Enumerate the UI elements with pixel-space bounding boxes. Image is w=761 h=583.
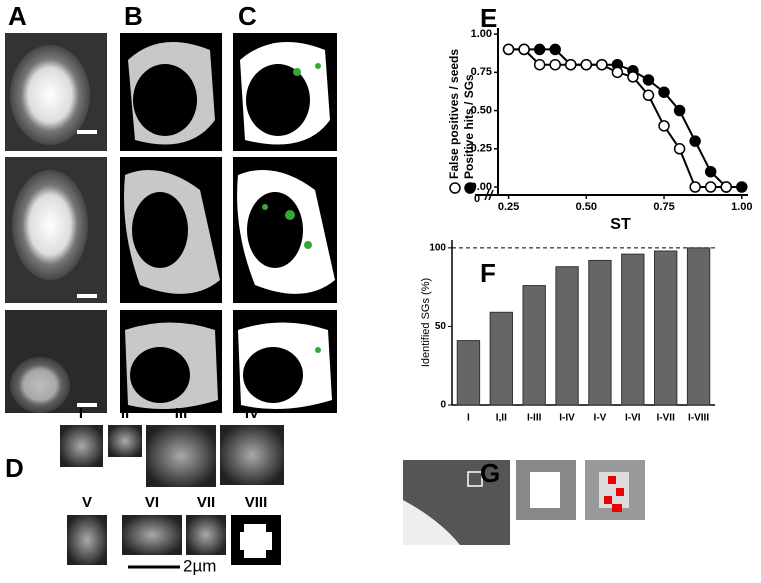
- data-point: [533, 58, 546, 71]
- scale-bar-label: 2µm: [183, 556, 216, 575]
- legend-marker: [449, 182, 461, 194]
- series-line: [508, 48, 742, 188]
- data-point: [673, 104, 686, 117]
- data-point: [642, 74, 655, 86]
- panel-label: G: [480, 458, 500, 488]
- x-tick-label: I,II: [496, 413, 507, 424]
- data-point: [658, 86, 670, 98]
- data-point: [596, 58, 608, 71]
- data-point: [689, 135, 701, 147]
- granule-label: IV: [245, 405, 259, 422]
- data-point: [642, 89, 655, 102]
- granule-label: VII: [197, 494, 215, 511]
- data-point: [673, 143, 686, 155]
- bar: [522, 285, 546, 406]
- legend-marker: [464, 182, 476, 194]
- panel-d-images: [60, 425, 284, 569]
- legend-label: Positive hits / SGs: [462, 74, 476, 179]
- data-point: [580, 58, 593, 71]
- panel-c-images: [233, 33, 337, 413]
- panel-label: B: [124, 1, 143, 31]
- granule-label: VIII: [245, 494, 268, 511]
- x-tick-label: 0.75: [653, 201, 674, 213]
- data-point: [533, 43, 546, 56]
- y-axis-label: Identified SGs (%): [420, 278, 432, 367]
- panel-g-images: [403, 460, 645, 545]
- bar: [654, 250, 678, 406]
- x-tick-label: I-VIII: [688, 413, 709, 424]
- axis-break: [488, 189, 494, 201]
- data-point: [549, 43, 561, 56]
- y-tick-label: 0.00: [471, 181, 492, 193]
- x-tick-label: I-VI: [625, 413, 641, 424]
- panel-label: A: [8, 1, 27, 31]
- axis-break: [484, 189, 490, 201]
- panel-label: D: [5, 453, 24, 483]
- data-point: [704, 165, 717, 178]
- data-point: [564, 58, 577, 71]
- data-point: [736, 181, 748, 193]
- data-point: [627, 71, 639, 83]
- x-tick-label: I-VII: [657, 413, 676, 424]
- data-point: [658, 120, 670, 132]
- bar: [555, 266, 579, 406]
- data-point: [720, 181, 732, 193]
- granule-label: VI: [145, 494, 159, 511]
- panel-label: E: [480, 3, 497, 33]
- y-tick-label: 0.25: [471, 143, 492, 155]
- granule-label: V: [82, 494, 92, 511]
- panel-b-images: [120, 33, 222, 413]
- y-tick-label: 100: [429, 242, 446, 253]
- data-point: [518, 43, 530, 56]
- x-tick-label: 1.00: [731, 201, 752, 213]
- y-tick-label: 50: [435, 321, 447, 332]
- granule-label: I: [79, 405, 83, 422]
- x-break-label: 0: [474, 193, 480, 205]
- x-tick-label: I-V: [594, 413, 607, 424]
- y-tick-label: 0.75: [471, 66, 492, 78]
- granule-label: II: [121, 405, 129, 422]
- bar: [588, 259, 612, 406]
- bar: [489, 311, 513, 406]
- x-tick-label: I-IV: [559, 413, 575, 424]
- panel-label: C: [238, 1, 257, 31]
- data-point: [502, 43, 515, 56]
- data-point: [689, 181, 701, 193]
- legend-label: False positives / seeds: [447, 49, 461, 179]
- data-point: [549, 58, 561, 71]
- x-tick-label: I-III: [527, 413, 542, 424]
- bar: [686, 247, 711, 406]
- y-tick-label: 0: [440, 400, 446, 411]
- granule-label: III: [175, 405, 188, 422]
- data-point: [704, 181, 717, 193]
- data-point: [611, 66, 624, 79]
- y-tick-label: 1.00: [471, 28, 492, 40]
- bar: [456, 340, 481, 406]
- charts: 00.000.250.500.751.000.25 0.50 0.75 1.00STP…: [420, 28, 752, 424]
- y-tick-label: 0.50: [471, 104, 492, 116]
- x-axis-label: ST: [610, 216, 631, 233]
- panel-a-images: [5, 33, 107, 413]
- x-tick-label: 0.25: [498, 201, 519, 213]
- x-tick-label: I: [467, 413, 470, 424]
- panel-label: F: [480, 258, 496, 288]
- x-tick-label: 0.50: [576, 201, 597, 213]
- bar: [621, 253, 645, 406]
